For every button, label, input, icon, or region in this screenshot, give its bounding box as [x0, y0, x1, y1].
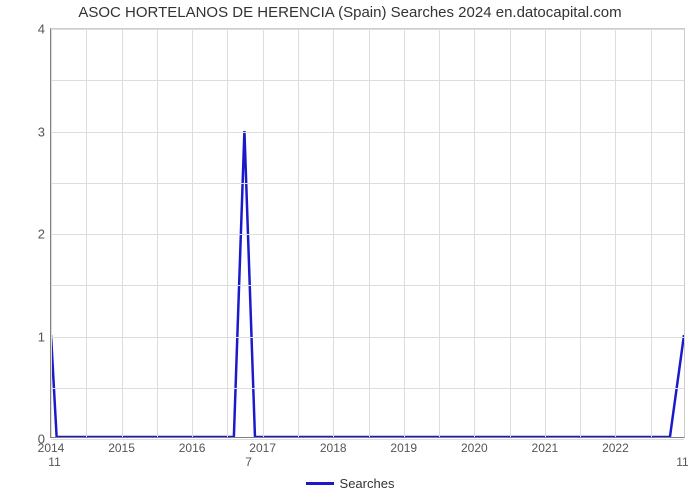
x-annotation: 7 — [245, 455, 252, 469]
x-annotation: 11 — [48, 455, 60, 469]
gridline-h — [51, 132, 684, 133]
gridline-v-minor — [157, 29, 158, 437]
legend-label: Searches — [340, 476, 395, 491]
legend-swatch — [306, 482, 334, 485]
x-annotation: 11 — [676, 455, 688, 469]
gridline-h — [51, 234, 684, 235]
gridline-h — [51, 337, 684, 338]
gridline-h-minor — [51, 183, 684, 184]
gridline-v-minor — [298, 29, 299, 437]
gridline-v — [263, 29, 264, 437]
gridline-v-minor — [651, 29, 652, 437]
gridline-v — [192, 29, 193, 437]
gridline-v — [333, 29, 334, 437]
gridline-v — [404, 29, 405, 437]
chart-title: ASOC HORTELANOS DE HERENCIA (Spain) Sear… — [0, 4, 700, 21]
gridline-h — [51, 29, 684, 30]
gridline-v — [51, 29, 52, 437]
gridline-v-minor — [369, 29, 370, 437]
plot-area: 2014201520162017201820192020202120220123… — [50, 28, 685, 438]
gridline-h-minor — [51, 388, 684, 389]
gridline-v — [615, 29, 616, 437]
gridline-v-minor — [439, 29, 440, 437]
gridline-v — [122, 29, 123, 437]
legend: Searches — [0, 476, 700, 491]
gridline-v-minor — [86, 29, 87, 437]
y-tick-label: 2 — [38, 227, 51, 242]
series-line — [51, 29, 684, 437]
gridline-h-minor — [51, 80, 684, 81]
gridline-v-minor — [510, 29, 511, 437]
y-tick-label: 0 — [38, 432, 51, 447]
gridline-v — [545, 29, 546, 437]
series-polyline — [51, 131, 684, 437]
gridline-v-minor — [580, 29, 581, 437]
gridline-v — [474, 29, 475, 437]
y-tick-label: 1 — [38, 329, 51, 344]
gridline-h — [51, 439, 684, 440]
y-tick-label: 4 — [38, 22, 51, 37]
gridline-h-minor — [51, 285, 684, 286]
chart-container: ASOC HORTELANOS DE HERENCIA (Spain) Sear… — [0, 0, 700, 500]
gridline-v-minor — [227, 29, 228, 437]
y-tick-label: 3 — [38, 124, 51, 139]
